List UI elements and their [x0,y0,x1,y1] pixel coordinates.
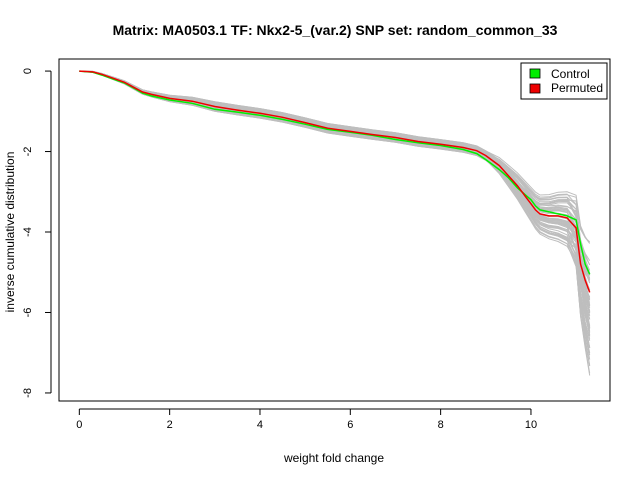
background-line [79,70,591,339]
y-tick-label: -2 [22,147,34,157]
y-axis: 0 -2 -4 -6 -8 [22,68,52,398]
y-tick-label: -6 [22,308,34,318]
series-line-permuted [79,70,591,293]
y-axis-label: inverse cumulative distribution [3,152,17,313]
x-tick-label: 0 [76,419,82,431]
background-line [79,70,591,326]
background-line [79,70,591,265]
background-line [79,70,591,328]
background-line [79,70,591,376]
background-line [79,70,591,329]
background-line [79,70,591,331]
y-tick-label: -8 [22,388,34,398]
x-tick-label: 6 [347,419,353,431]
x-tick-label: 10 [525,419,537,431]
x-tick-label: 8 [438,419,444,431]
background-line [79,70,591,348]
background-line [79,70,591,348]
chart-title: Matrix: MA0503.1 TF: Nkx2-5_(var.2) SNP … [113,22,558,38]
background-line [79,70,591,337]
background-line [79,70,591,349]
y-tick-label: -4 [22,227,34,237]
plot-frame [58,58,611,402]
x-axis: 0 2 4 6 8 10 [76,408,537,431]
background-line [79,70,591,366]
x-tick-label: 2 [167,419,173,431]
series-lines [79,70,591,293]
legend-label-permuted: Permuted [551,81,603,95]
background-line [79,70,591,266]
x-tick-label: 4 [257,419,263,431]
background-line [79,70,591,332]
legend-swatch-control [529,68,541,79]
background-line [79,70,591,336]
background-line [79,70,591,354]
background-line [79,70,591,367]
background-line [79,70,591,274]
background-line [79,70,591,320]
y-tick-label: 0 [22,68,34,74]
background-line [79,70,591,329]
legend: Control Permuted [520,62,608,100]
background-line [79,70,591,374]
x-axis-label: weight fold change [283,451,384,465]
background-line [79,70,591,334]
background-line [79,70,591,261]
background-line [79,70,591,330]
legend-label-control: Control [551,67,590,81]
background-line [79,70,591,356]
background-lines [79,70,591,376]
background-line [79,70,591,360]
legend-swatch-permuted [529,83,541,94]
background-line [79,70,591,320]
background-line [79,70,591,336]
series-line-control [79,70,591,275]
background-line [79,70,591,341]
